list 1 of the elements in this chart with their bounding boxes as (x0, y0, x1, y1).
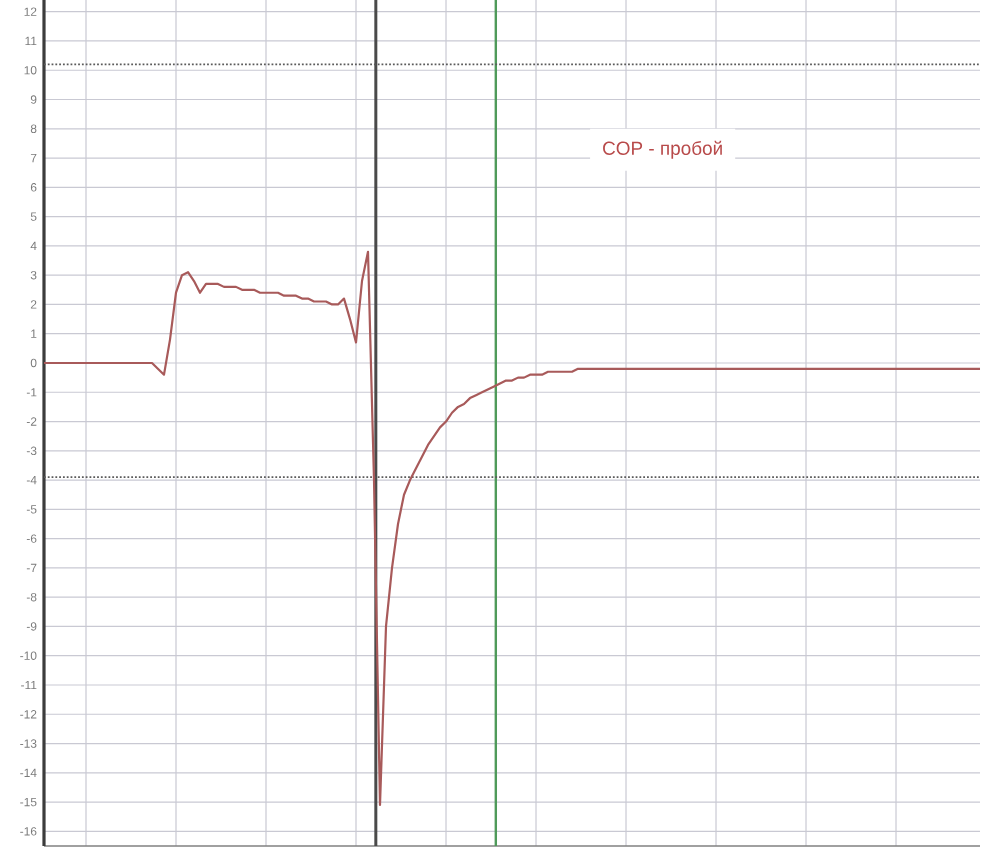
annotation: COP - пробой (603, 140, 722, 159)
